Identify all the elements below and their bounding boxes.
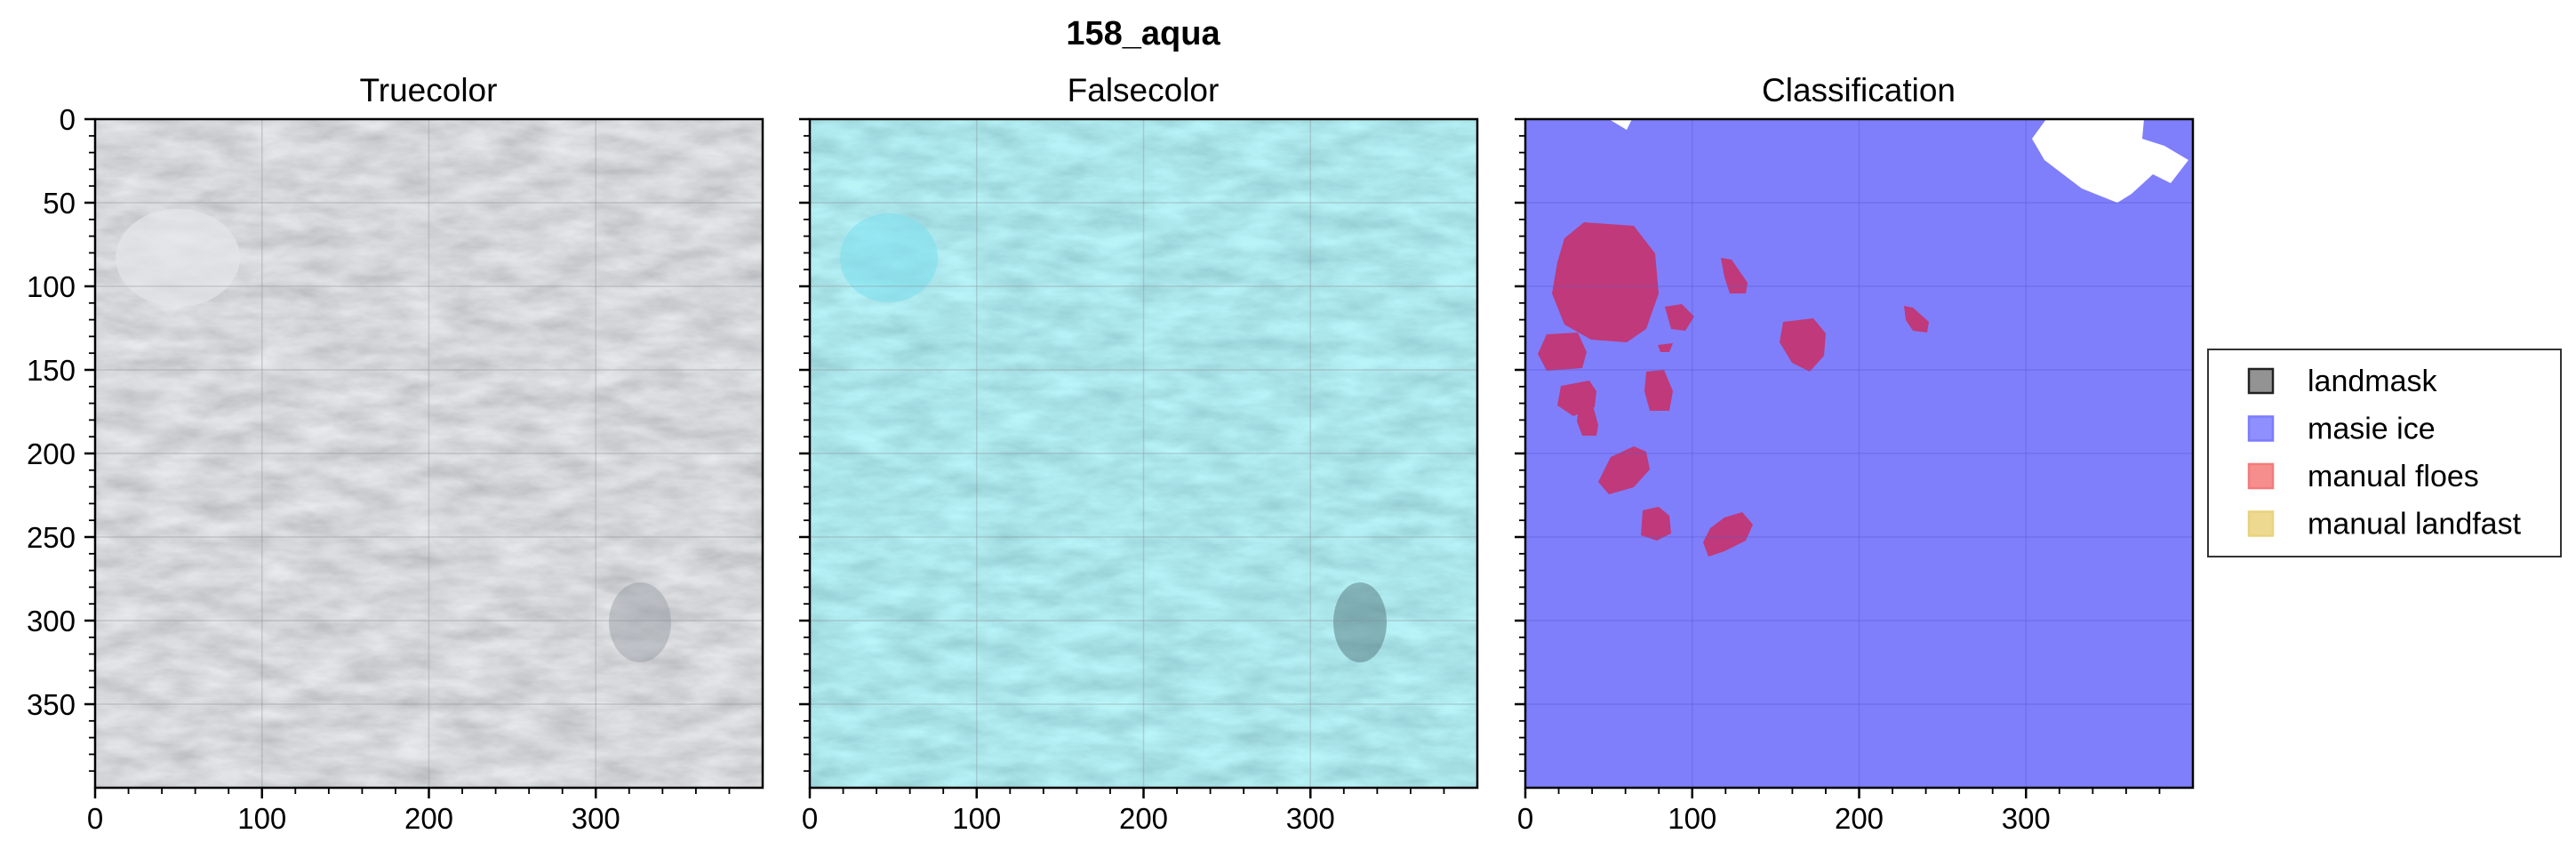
legend-item: manual landfast [2247, 508, 2522, 541]
y-tick-label: 250 [27, 521, 76, 554]
floe [1780, 318, 1826, 372]
floe [1641, 507, 1671, 541]
x-tick-label: 0 [87, 802, 103, 835]
legend-swatch [2247, 462, 2275, 490]
floe [1721, 258, 1748, 293]
truecolor-image [95, 119, 763, 788]
classification-map [1525, 119, 2193, 788]
y-tick-label: 50 [43, 187, 76, 220]
landmask-gap [1609, 119, 1632, 130]
y-tick-label: 0 [60, 103, 76, 136]
x-tick-label: 200 [404, 802, 453, 835]
y-tick-label: 150 [27, 354, 76, 387]
x-tick-label: 0 [802, 802, 818, 835]
x-tick-label: 0 [1517, 802, 1533, 835]
y-tick-label: 100 [27, 270, 76, 303]
y-tick-label: 300 [27, 605, 76, 637]
legend-item: landmask [2247, 365, 2438, 398]
x-tick-label: 300 [1286, 802, 1335, 835]
floe [1703, 512, 1753, 557]
x-tick-label: 100 [1668, 802, 1716, 835]
legend-swatch [2247, 510, 2275, 537]
x-tick-label: 300 [2002, 802, 2051, 835]
x-tick-label: 200 [1835, 802, 1884, 835]
panel-title-falsecolor: Falsecolor [1068, 72, 1220, 108]
panel-title-classification: Classification [1762, 72, 1956, 108]
legend-swatch [2247, 367, 2275, 395]
x-tick-label: 300 [572, 802, 620, 835]
legend-item: masie ice [2247, 413, 2436, 446]
y-tick-label: 350 [27, 688, 76, 721]
legend-label: landmask [2308, 365, 2438, 398]
gridlines [95, 119, 2193, 788]
figure-title: 158_aqua [1066, 15, 1220, 52]
x-tick-label: 100 [952, 802, 1001, 835]
legend-label: manual floes [2308, 460, 2479, 493]
x-tick-label: 200 [1119, 802, 1168, 835]
floes [1538, 222, 1929, 557]
floe [1577, 405, 1598, 436]
axes-group: 0 100 200 300 0 50 100 150 200 250 300 350 0 100 200 30… [27, 103, 2195, 835]
falsecolor-image [810, 119, 1477, 788]
floe [1644, 370, 1673, 411]
legend-item: manual floes [2247, 460, 2479, 493]
legend-swatch [2247, 415, 2275, 442]
x-tick-label: 100 [237, 802, 286, 835]
floe [1598, 446, 1650, 494]
legend-label: masie ice [2308, 413, 2436, 446]
panel-title-truecolor: Truecolor [360, 72, 498, 108]
floe [1552, 222, 1659, 342]
floe [1538, 333, 1587, 371]
landmask-gap [2032, 119, 2188, 203]
legend: landmask masie ice manual floes manual land… [2207, 349, 2562, 557]
y-tick-label: 200 [27, 437, 76, 470]
legend-label: manual landfast [2308, 508, 2522, 541]
floe [1658, 343, 1673, 352]
floe [1665, 304, 1694, 331]
floe [1904, 306, 1929, 333]
